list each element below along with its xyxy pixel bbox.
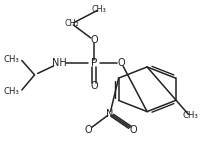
Text: P: P <box>91 58 97 68</box>
Text: O: O <box>85 125 92 135</box>
Text: CH₃: CH₃ <box>183 111 199 120</box>
Text: O: O <box>90 81 98 91</box>
Text: CH₂: CH₂ <box>64 19 79 28</box>
Text: NH: NH <box>52 58 66 68</box>
Text: CH₃: CH₃ <box>4 87 20 96</box>
Text: O: O <box>90 35 98 45</box>
Text: CH₃: CH₃ <box>92 5 107 14</box>
Text: CH₃: CH₃ <box>4 55 20 64</box>
Text: O: O <box>129 125 137 135</box>
Text: O: O <box>118 58 125 68</box>
Text: N: N <box>106 109 114 119</box>
